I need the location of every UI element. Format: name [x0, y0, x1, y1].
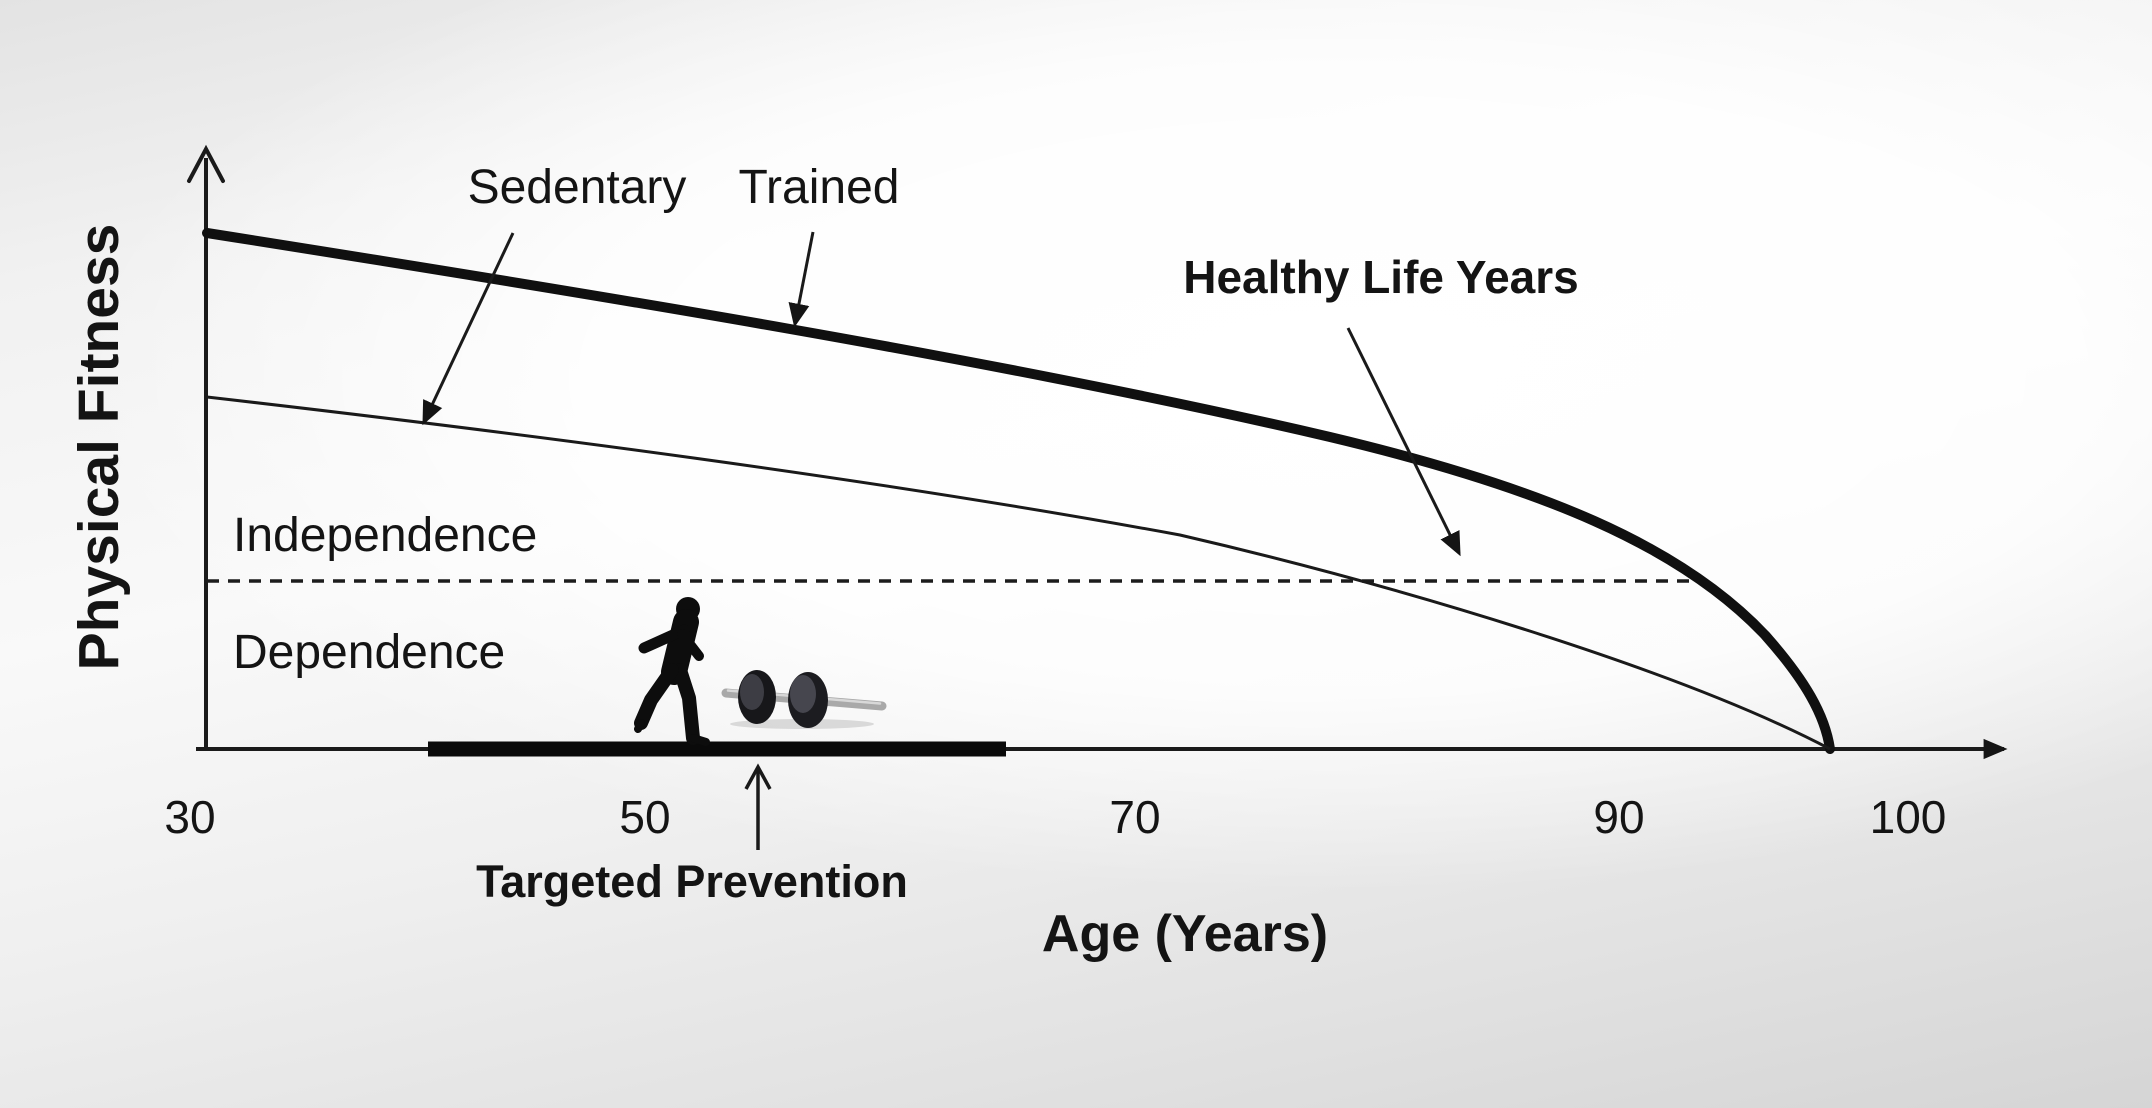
x-tick-labels: 30 50 70 90 100 [164, 791, 1946, 843]
sedentary-label: Sedentary [468, 161, 687, 214]
trained-label: Trained [739, 161, 900, 214]
runner-icon [634, 597, 710, 746]
prevention-pointer-arrowhead-icon [744, 763, 772, 790]
sedentary-arrow [422, 232, 515, 426]
y-axis-arrowhead-icon [187, 144, 225, 183]
x-tick-label-90: 90 [1593, 791, 1644, 843]
prevention-pointer-arrow [744, 763, 772, 850]
trained-arrow [788, 231, 815, 328]
x-tick-label-50: 50 [619, 791, 670, 843]
healthy-life-years-label: Healthy Life Years [1183, 251, 1578, 303]
x-tick-label-30: 30 [164, 791, 215, 843]
independence-label: Independence [233, 509, 537, 562]
x-axis-title: Age (Years) [1042, 905, 1328, 963]
x-tick-label-100: 100 [1870, 791, 1947, 843]
dumbbell-icon [721, 670, 887, 729]
targeted-prevention-label: Targeted Prevention [476, 856, 908, 907]
x-tick-label-70: 70 [1109, 791, 1160, 843]
trained-curve [202, 228, 1835, 754]
y-axis-title: Physical Fitness [67, 224, 131, 671]
sedentary-curve [206, 395, 1831, 751]
healthy-life-years-arrow [1346, 327, 1461, 557]
dependence-label: Dependence [233, 626, 505, 679]
